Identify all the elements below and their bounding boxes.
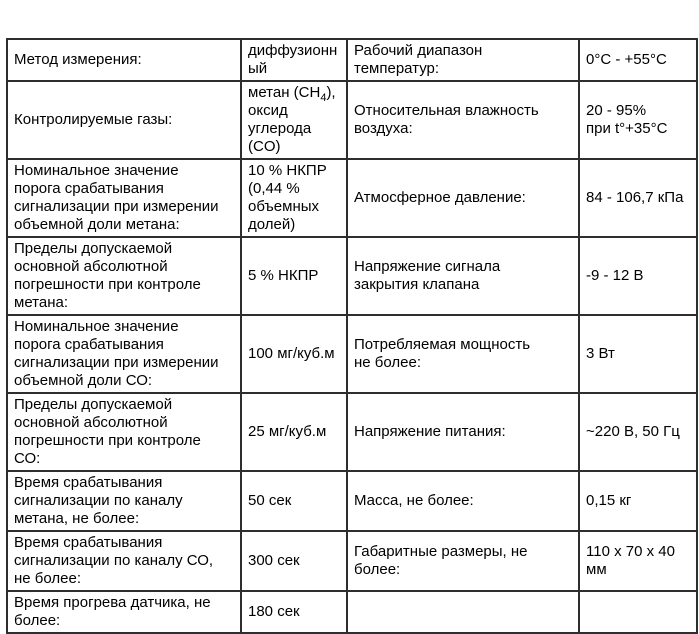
param-value-cell: -9 - 12 В [578,236,698,316]
param-value-cell: диффузионн ый [240,38,348,82]
param-label-cell: Время срабатывания сигнализации по канал… [6,530,242,592]
param-value-cell: 100 мг/куб.м [240,314,348,394]
param-label-cell: Рабочий диапазон температур: [346,38,580,82]
param-value-cell: 0,15 кг [578,470,698,532]
param-value-cell: 5 % НКПР [240,236,348,316]
param-label-cell: Напряжение питания: [346,392,580,472]
param-label-cell: Пределы допускаемой основной абсолютной … [6,392,242,472]
param-label-cell: Атмосферное давление: [346,158,580,238]
param-value-cell: метан (CH4), оксид углерода (CO) [240,80,348,160]
specs-table: Метод измерения: диффузионн ый Рабочий д… [6,38,698,634]
gas-formula-subscript: 4 [320,92,327,104]
table-row: Время срабатывания сигнализации по канал… [6,530,698,592]
table-row: Контролируемые газы: метан (CH4), оксид … [6,80,698,160]
table-row: Время прогрева датчика, не более: 180 се… [6,590,698,634]
table-row: Номинальное значение порога срабатывания… [6,158,698,238]
param-label-cell: Относительная влажность воздуха: [346,80,580,160]
param-label-cell: Время прогрева датчика, не более: [6,590,242,634]
gas-formula-pre: метан (CH [248,84,321,101]
param-label-cell: Время срабатывания сигнализации по канал… [6,470,242,532]
param-value-cell: 25 мг/куб.м [240,392,348,472]
param-label-cell: Масса, не более: [346,470,580,532]
param-value-cell: 10 % НКПР (0,44 % объемных долей) [240,158,348,238]
table-row: Метод измерения: диффузионн ый Рабочий д… [6,38,698,82]
param-label-cell: Контролируемые газы: [6,80,242,160]
param-value-cell: 110 x 70 x 40 мм [578,530,698,592]
param-value-cell [578,590,698,634]
table-row: Пределы допускаемой основной абсолютной … [6,392,698,472]
param-value-cell: 180 сек [240,590,348,634]
param-label-cell: Пределы допускаемой основной абсолютной … [6,236,242,316]
param-value-cell: 3 Вт [578,314,698,394]
param-label-cell: Габаритные размеры, не более: [346,530,580,592]
param-label-cell: Номинальное значение порога срабатывания… [6,158,242,238]
table-row: Номинальное значение порога срабатывания… [6,314,698,394]
table-row: Пределы допускаемой основной абсолютной … [6,236,698,316]
param-label-cell [346,590,580,634]
param-value-cell: 50 сек [240,470,348,532]
param-value-cell: 20 - 95% при t°+35°С [578,80,698,160]
param-label-cell: Потребляемая мощность не более: [346,314,580,394]
param-label-cell: Номинальное значение порога срабатывания… [6,314,242,394]
gas-formula-post: ), оксид углерода (CO) [248,84,336,155]
param-value-cell: 84 - 106,7 кПа [578,158,698,238]
specs-table-container: Метод измерения: диффузионн ый Рабочий д… [6,38,698,634]
table-row: Время срабатывания сигнализации по канал… [6,470,698,532]
param-label-cell: Напряжение сигнала закрытия клапана [346,236,580,316]
param-value-cell: ~220 В, 50 Гц [578,392,698,472]
param-value-cell: 0°С - +55°С [578,38,698,82]
param-value-cell: 300 сек [240,530,348,592]
param-label-cell: Метод измерения: [6,38,242,82]
